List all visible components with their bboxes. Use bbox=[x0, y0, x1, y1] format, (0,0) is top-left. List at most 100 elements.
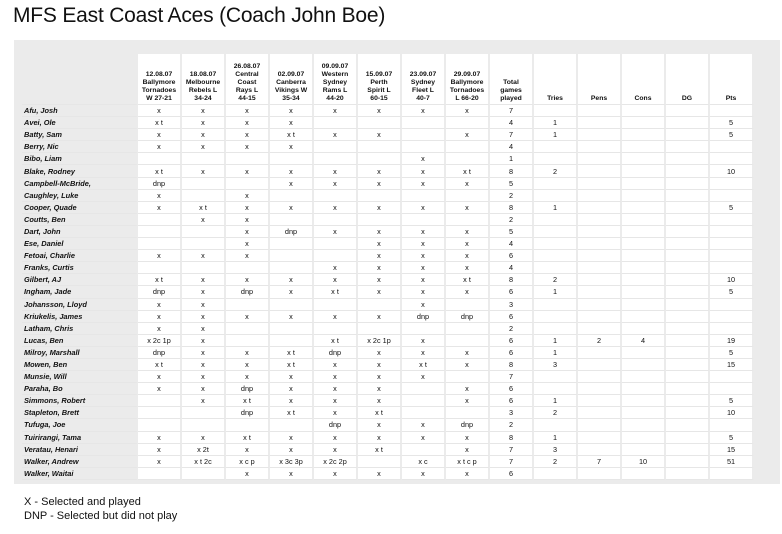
player-name: Cooper, Quade bbox=[22, 201, 138, 214]
player-name: Batty, Sam bbox=[22, 129, 138, 142]
table-cell bbox=[402, 117, 446, 130]
table-cell: x bbox=[138, 201, 182, 214]
table-cell: 2 bbox=[490, 419, 534, 432]
table-cell: x bbox=[358, 250, 402, 263]
table-row: Walker, Waitai x x x x x x 6 bbox=[22, 467, 754, 480]
table-cell bbox=[534, 322, 578, 335]
table-cell: x bbox=[314, 310, 358, 323]
column-header-line: 02.09.07 bbox=[277, 71, 305, 78]
table-cell bbox=[402, 189, 446, 202]
column-header: Total games played bbox=[490, 54, 534, 105]
table-cell bbox=[666, 105, 710, 118]
table-cell: x bbox=[138, 141, 182, 154]
table-cell: 6 bbox=[490, 334, 534, 347]
table-cell: x bbox=[182, 431, 226, 444]
table-cell: x bbox=[182, 141, 226, 154]
table-cell bbox=[534, 419, 578, 432]
table-cell bbox=[578, 383, 622, 396]
table-cell bbox=[358, 213, 402, 226]
table-cell bbox=[622, 407, 666, 420]
column-header-line: 44-15 bbox=[238, 95, 256, 102]
table-cell bbox=[138, 225, 182, 239]
table-cell bbox=[534, 105, 578, 118]
table-cell: 2 bbox=[490, 189, 534, 202]
table-cell bbox=[578, 250, 622, 263]
table-cell: x 2t bbox=[182, 443, 226, 456]
table-cell: x bbox=[314, 165, 358, 178]
table-cell: x bbox=[402, 225, 446, 239]
table-cell: x bbox=[182, 310, 226, 323]
table-cell bbox=[314, 250, 358, 263]
table-cell: x bbox=[270, 383, 314, 396]
table-cell: dnp bbox=[138, 177, 182, 190]
table-cell bbox=[710, 262, 754, 275]
table-cell: 7 bbox=[490, 371, 534, 384]
column-header-line: 44-20 bbox=[326, 95, 344, 102]
column-header-line: Cons bbox=[634, 95, 652, 102]
legend-item: DNP - Selected but did not play bbox=[24, 510, 177, 522]
table-cell bbox=[182, 225, 226, 239]
table-cell: x bbox=[402, 286, 446, 299]
table-cell: x bbox=[446, 225, 490, 239]
table-cell bbox=[182, 153, 226, 166]
table-cell bbox=[314, 213, 358, 226]
table-cell: x bbox=[446, 467, 490, 480]
player-name: Latham, Chris bbox=[22, 322, 138, 335]
table-cell bbox=[622, 371, 666, 384]
table-cell: x bbox=[446, 105, 490, 118]
table-cell: x bbox=[446, 129, 490, 142]
table-cell bbox=[622, 395, 666, 408]
column-header-line: Sydney bbox=[410, 79, 436, 86]
table-cell: 15 bbox=[710, 358, 754, 372]
column-header-line: Tries bbox=[547, 95, 563, 102]
column-header-line: games bbox=[500, 87, 522, 94]
column-header-line: Coast bbox=[237, 79, 257, 86]
table-cell: x t bbox=[182, 201, 226, 214]
table-row: Tufuga, Joe dnp x x dnp 2 bbox=[22, 419, 754, 432]
table-cell: x bbox=[314, 358, 358, 372]
table-cell bbox=[226, 262, 270, 275]
table-cell: x bbox=[182, 250, 226, 263]
table-cell bbox=[666, 431, 710, 444]
table-cell bbox=[226, 298, 270, 311]
table-cell: x bbox=[182, 129, 226, 142]
table-cell bbox=[138, 262, 182, 275]
table-row: Berry, Nic x x x x 4 bbox=[22, 141, 754, 154]
table-cell: x bbox=[226, 165, 270, 178]
table-cell: x bbox=[182, 274, 226, 287]
table-cell bbox=[446, 189, 490, 202]
table-cell: x bbox=[270, 395, 314, 408]
table-cell bbox=[358, 141, 402, 154]
table-cell: x t c p bbox=[446, 455, 490, 468]
table-cell: 10 bbox=[622, 455, 666, 468]
table-cell bbox=[710, 250, 754, 263]
table-cell bbox=[666, 346, 710, 359]
column-header: Cons bbox=[622, 54, 666, 105]
table-cell bbox=[622, 250, 666, 263]
player-name: Johansson, Lloyd bbox=[22, 298, 138, 311]
table-cell: 10 bbox=[710, 165, 754, 178]
legend-text: - Selected and played bbox=[31, 496, 141, 508]
table-cell: x bbox=[358, 395, 402, 408]
table-cell: x bbox=[402, 105, 446, 118]
table-cell: x bbox=[358, 129, 402, 142]
table-row: Franks, Curtis x x x x 4 bbox=[22, 262, 754, 275]
table-cell: x bbox=[446, 201, 490, 214]
table-cell: x bbox=[226, 443, 270, 456]
table-cell bbox=[622, 213, 666, 226]
table-row: Bibo, Liam x 1 bbox=[22, 153, 754, 166]
table-cell bbox=[270, 250, 314, 263]
table-cell bbox=[666, 298, 710, 311]
table-cell: x bbox=[446, 250, 490, 263]
table-cell bbox=[666, 274, 710, 287]
table-cell: x t bbox=[270, 129, 314, 142]
table-row: Veratau, Henari x x 2t x x x x t x 7 3 15 bbox=[22, 443, 754, 456]
table-cell: x 2c 2p bbox=[314, 455, 358, 468]
player-name: Paraha, Bo bbox=[22, 383, 138, 396]
table-cell: x bbox=[446, 443, 490, 456]
column-header-line: 29.09.07 bbox=[453, 71, 481, 78]
table-cell: dnp bbox=[138, 346, 182, 359]
